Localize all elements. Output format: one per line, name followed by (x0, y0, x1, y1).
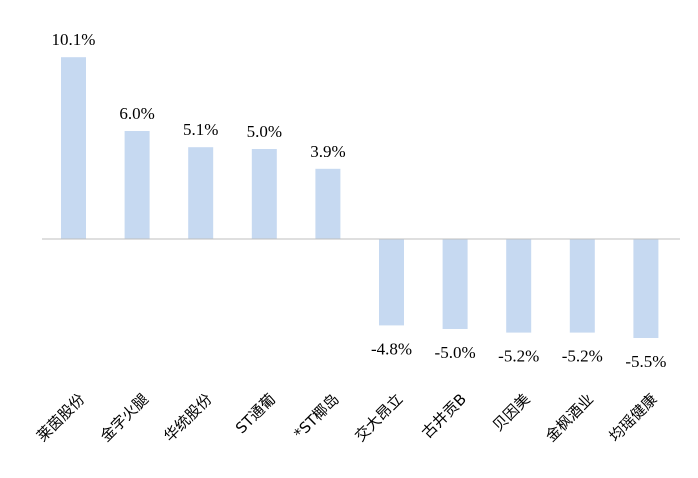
data-label-7: -5.2% (498, 347, 539, 366)
data-label-9: -5.5% (625, 352, 666, 371)
data-label-3: 5.0% (247, 122, 282, 141)
category-label-5: 交大昂立 (351, 390, 406, 445)
bar-0 (61, 57, 86, 240)
bar-3 (251, 149, 277, 239)
data-label-2: 5.1% (183, 120, 218, 139)
bar-5 (379, 239, 404, 326)
bar-9 (633, 239, 659, 338)
bars-group (61, 57, 659, 338)
category-label-6: 古井贡B (418, 390, 470, 442)
category-labels-group: 莱茵股份 金字火腿 华统股份 ST通葡 *ST椰岛 交大昂立 古井贡B 贝因美 金枫酒业 均瑶健康 (33, 390, 661, 445)
bar-6 (442, 239, 468, 329)
bar-4 (315, 168, 341, 239)
data-label-6: -5.0% (435, 343, 476, 362)
data-label-8: -5.2% (562, 347, 603, 366)
category-label-2: 华统股份 (160, 390, 215, 445)
bar-8 (569, 239, 595, 333)
data-label-0: 10.1% (52, 30, 96, 49)
category-label-9: 均瑶健康 (606, 390, 661, 445)
bar-1 (124, 131, 150, 239)
data-label-1: 6.0% (119, 104, 154, 123)
category-label-4: *ST椰岛 (290, 390, 342, 442)
category-label-1: 金字火腿 (97, 390, 152, 445)
data-label-4: 3.9% (310, 142, 345, 161)
category-label-3: ST通葡 (232, 390, 279, 437)
data-labels-group: 10.1% 6.0% 5.1% 5.0% 3.9% -4.8% -5.0% -5.2% -5.2… (52, 30, 667, 371)
bar-7 (506, 239, 532, 333)
category-label-0: 莱茵股份 (33, 390, 88, 445)
bar-2 (188, 147, 214, 239)
data-label-5: -4.8% (371, 339, 412, 358)
category-label-7: 贝因美 (489, 390, 534, 435)
category-label-8: 金枫酒业 (542, 390, 597, 445)
